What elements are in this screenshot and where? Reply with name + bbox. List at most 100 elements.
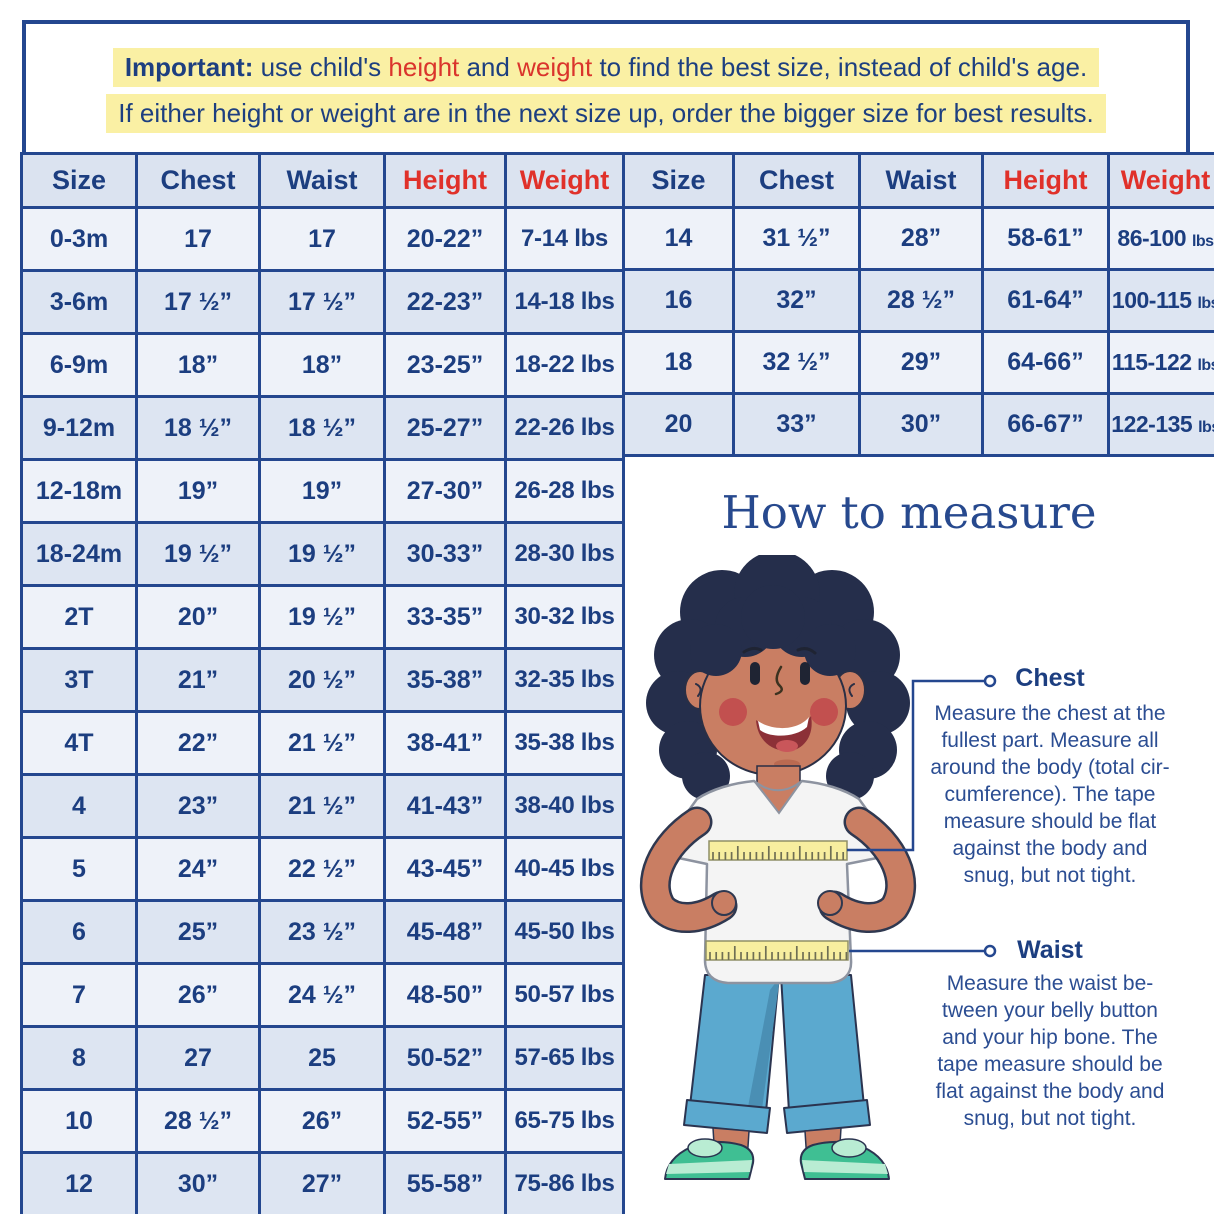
table-row: 12 30” 27” 55-58” 75-86 lbs xyxy=(20,1151,625,1214)
table-cell: 17 xyxy=(135,206,261,272)
pant-cuff-left xyxy=(683,1099,771,1134)
table-row: 14 31 ½” 28” 58-61” 86-100 lbs xyxy=(622,206,1214,271)
table-cell: 17 ½” xyxy=(135,269,261,335)
table-cell: 30-33” xyxy=(383,521,507,587)
table-cell: 57-65 lbs xyxy=(504,1025,625,1091)
notice-line-2: If either height or weight are in the ne… xyxy=(106,94,1106,134)
table-cell: 14-18 lbs xyxy=(504,269,625,335)
table-cell: 30-32 lbs xyxy=(504,584,625,650)
big-kid-size-table: Size Chest Waist Height Weight 14 31 ½” 28” 58-6… xyxy=(622,152,1214,457)
table-cell: 28 ½” xyxy=(135,1088,261,1154)
chest-tape-measure xyxy=(708,840,848,861)
table-cell: 2T xyxy=(20,584,138,650)
table-row: 4 23” 21 ½” 41-43” 38-40 lbs xyxy=(20,773,625,839)
table-row: 6-9m 18” 18” 23-25” 18-22 lbs xyxy=(20,332,625,398)
table-cell: 29” xyxy=(858,330,984,395)
table-cell: 26-28 lbs xyxy=(504,458,625,524)
table-cell: 19 ½” xyxy=(135,521,261,587)
table-cell: 61-64” xyxy=(981,268,1110,333)
table-cell: 32 ½” xyxy=(732,330,861,395)
column-header-waist: Waist xyxy=(858,152,984,209)
hands xyxy=(711,890,843,916)
table-cell: 21” xyxy=(135,647,261,713)
table-cell: 58-61” xyxy=(981,206,1110,271)
notice-weight-word: weight xyxy=(517,52,593,82)
table-cell: 28 ½” xyxy=(858,268,984,333)
chest-instructions: Measure the chest at the fullest part. M… xyxy=(930,702,1170,888)
table-row: 3T 21” 20 ½” 35-38” 32-35 lbs xyxy=(20,647,625,713)
table-cell: 25 xyxy=(258,1025,386,1091)
table-cell: 6-9m xyxy=(20,332,138,398)
table-cell: 26” xyxy=(135,962,261,1028)
table-cell: 27-30” xyxy=(383,458,507,524)
table-cell: 18-22 lbs xyxy=(504,332,625,398)
table-row: 12-18m 19” 19” 27-30” 26-28 lbs xyxy=(20,458,625,524)
table-row: 4T 22” 21 ½” 38-41” 35-38 lbs xyxy=(20,710,625,776)
waist-callout-line xyxy=(849,944,997,958)
table-cell: 50-57 lbs xyxy=(504,962,625,1028)
table-cell: 64-66” xyxy=(981,330,1110,395)
table-cell: 38-41” xyxy=(383,710,507,776)
table-cell: 25-27” xyxy=(383,395,507,461)
column-header-chest: Chest xyxy=(135,152,261,209)
table-cell: 50-52” xyxy=(383,1025,507,1091)
column-header-height: Height xyxy=(981,152,1110,209)
how-to-measure-title: How to measure xyxy=(721,486,1097,539)
shoes xyxy=(664,1138,890,1180)
table-cell: 17 xyxy=(258,206,386,272)
table-cell: 35-38” xyxy=(383,647,507,713)
column-header-size: Size xyxy=(20,152,138,209)
table-cell: 6 xyxy=(20,899,138,965)
table-cell: 32” xyxy=(732,268,861,333)
table-cell: 18 ½” xyxy=(258,395,386,461)
table-cell: 20-22” xyxy=(383,206,507,272)
table-row: 8 27 25 50-52” 57-65 lbs xyxy=(20,1025,625,1091)
table-cell: 45-50 lbs xyxy=(504,899,625,965)
cheeks xyxy=(719,698,838,726)
table-cell: 19” xyxy=(135,458,261,524)
table-cell: 26” xyxy=(258,1088,386,1154)
table-cell: 5 xyxy=(20,836,138,902)
table-cell: 22” xyxy=(135,710,261,776)
table-cell: 33” xyxy=(732,392,861,457)
table-row: 3-6m 17 ½” 17 ½” 22-23” 14-18 lbs xyxy=(20,269,625,335)
table-cell: 19 ½” xyxy=(258,584,386,650)
table-row: 2T 20” 19 ½” 33-35” 30-32 lbs xyxy=(20,584,625,650)
table-cell: 17 ½” xyxy=(258,269,386,335)
chest-callout-line xyxy=(847,674,997,852)
table-cell: 22 ½” xyxy=(258,836,386,902)
table-row: 10 28 ½” 26” 52-55” 65-75 lbs xyxy=(20,1088,625,1154)
table-cell: 7 xyxy=(20,962,138,1028)
pant-cuff-right xyxy=(783,1099,871,1134)
table-cell: 18-24m xyxy=(20,521,138,587)
table-cell: 19 ½” xyxy=(258,521,386,587)
table-cell: 24 ½” xyxy=(258,962,386,1028)
table-cell: 75-86 lbs xyxy=(504,1151,625,1214)
table-cell: 9-12m xyxy=(20,395,138,461)
table-cell: 12 xyxy=(20,1151,138,1214)
eyebrows xyxy=(742,646,817,655)
table-row: 6 25” 23 ½” 45-48” 45-50 lbs xyxy=(20,899,625,965)
table-cell: 3-6m xyxy=(20,269,138,335)
notice-seg2: and xyxy=(459,52,518,82)
v-neck xyxy=(754,781,802,815)
arms xyxy=(639,806,917,934)
table-cell: 24” xyxy=(135,836,261,902)
column-header-weight: Weight xyxy=(1107,152,1214,209)
table-cell: 115-122 lbs xyxy=(1107,330,1214,395)
table-cell: 20 xyxy=(622,392,735,457)
table-cell: 16 xyxy=(622,268,735,333)
baby-size-table: Size Chest Waist Height Weight 0-3m 17 17 20-22”… xyxy=(20,152,625,1214)
notice-important-word: Important: xyxy=(124,52,254,82)
notice-seg3: to find the best size, instead of child'… xyxy=(592,52,1088,82)
table-row: 18-24m 19 ½” 19 ½” 30-33” 28-30 lbs xyxy=(20,521,625,587)
table-cell: 41-43” xyxy=(383,773,507,839)
table-cell: 18 ½” xyxy=(135,395,261,461)
table-cell: 45-48” xyxy=(383,899,507,965)
table-cell: 23” xyxy=(135,773,261,839)
table-cell: 35-38 lbs xyxy=(504,710,625,776)
table-cell: 23 ½” xyxy=(258,899,386,965)
important-notice-frame: Important: use child's height and weight… xyxy=(22,20,1190,152)
